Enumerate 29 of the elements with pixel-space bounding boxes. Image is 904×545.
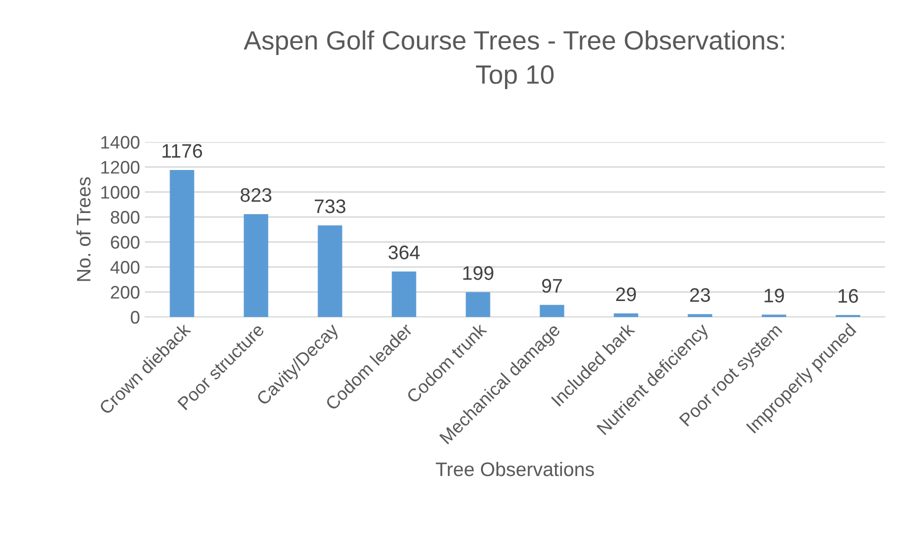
chart-title: Aspen Golf Course Trees - Tree Observations: Top 10 (244, 30, 784, 90)
data-label: 364 (388, 246, 420, 260)
bar (170, 170, 194, 317)
data-label: 199 (463, 266, 494, 280)
y-tick-label: 200 (110, 286, 140, 299)
data-label: 19 (764, 288, 784, 302)
x-axis-title: Tree Observations (436, 462, 594, 476)
bar (244, 214, 268, 317)
data-label: 1176 (162, 144, 202, 158)
data-label: 23 (690, 288, 710, 302)
y-tick-label: 1400 (101, 136, 140, 149)
data-label: 16 (838, 289, 858, 303)
y-tick-label: 800 (110, 210, 140, 224)
bar (318, 225, 342, 317)
data-label: 97 (542, 278, 562, 293)
bar (540, 304, 564, 317)
data-label: 823 (240, 188, 272, 202)
y-tick-label: 600 (110, 236, 140, 249)
y-tick-label: 0 (130, 310, 140, 324)
bar (614, 313, 638, 317)
y-tick-label: 1000 (101, 186, 140, 199)
y-tick-label: 400 (110, 260, 140, 274)
data-label: 733 (314, 199, 346, 214)
bar (392, 272, 416, 317)
y-axis-title: No. of Trees (76, 177, 91, 281)
bar (466, 292, 490, 317)
y-tick-label: 1200 (101, 160, 140, 174)
bar (688, 314, 712, 317)
data-label: 29 (616, 287, 636, 302)
